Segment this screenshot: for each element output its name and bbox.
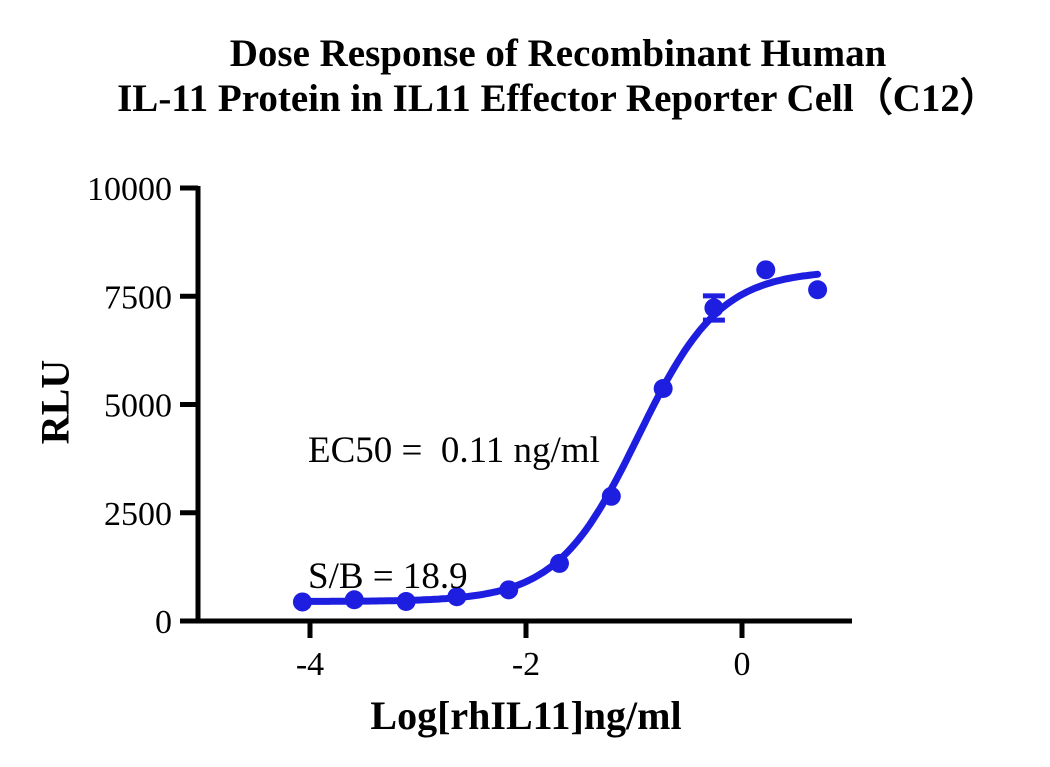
data-point — [704, 298, 724, 318]
y-tick-label: 7500 — [104, 279, 172, 316]
fit-statistics: EC50 = 0.11 ng/ml S/B = 18.9 — [308, 346, 600, 682]
chart-title-line2: IL-11 Protein in IL11 Effector Reporter … — [117, 77, 999, 120]
x-tick-label: -2 — [512, 646, 540, 683]
data-point — [549, 553, 569, 573]
y-tick-label: 0 — [155, 604, 172, 641]
data-point — [396, 592, 416, 612]
data-point — [344, 590, 364, 610]
data-point — [292, 592, 312, 612]
data-point — [601, 486, 621, 506]
data-point — [499, 580, 519, 600]
x-tick-label: 0 — [734, 646, 751, 683]
data-point — [653, 378, 673, 398]
x-tick-label: -4 — [296, 646, 324, 683]
data-point — [808, 280, 828, 300]
ec50-value: EC50 = 0.11 ng/ml — [308, 430, 600, 471]
y-tick-label: 5000 — [104, 388, 172, 425]
sb-ratio-value: S/B = 18.9 — [308, 556, 468, 597]
data-point — [756, 260, 776, 280]
chart-title: Dose Response of Recombinant Human IL-11… — [63, 31, 1050, 121]
chart-title-line1: Dose Response of Recombinant Human — [229, 32, 887, 75]
y-tick-label: 2500 — [104, 496, 172, 533]
x-axis-label: Log[rhIL11]ng/ml — [370, 693, 682, 738]
y-tick-label: 10000 — [87, 171, 172, 208]
data-point — [447, 587, 467, 607]
